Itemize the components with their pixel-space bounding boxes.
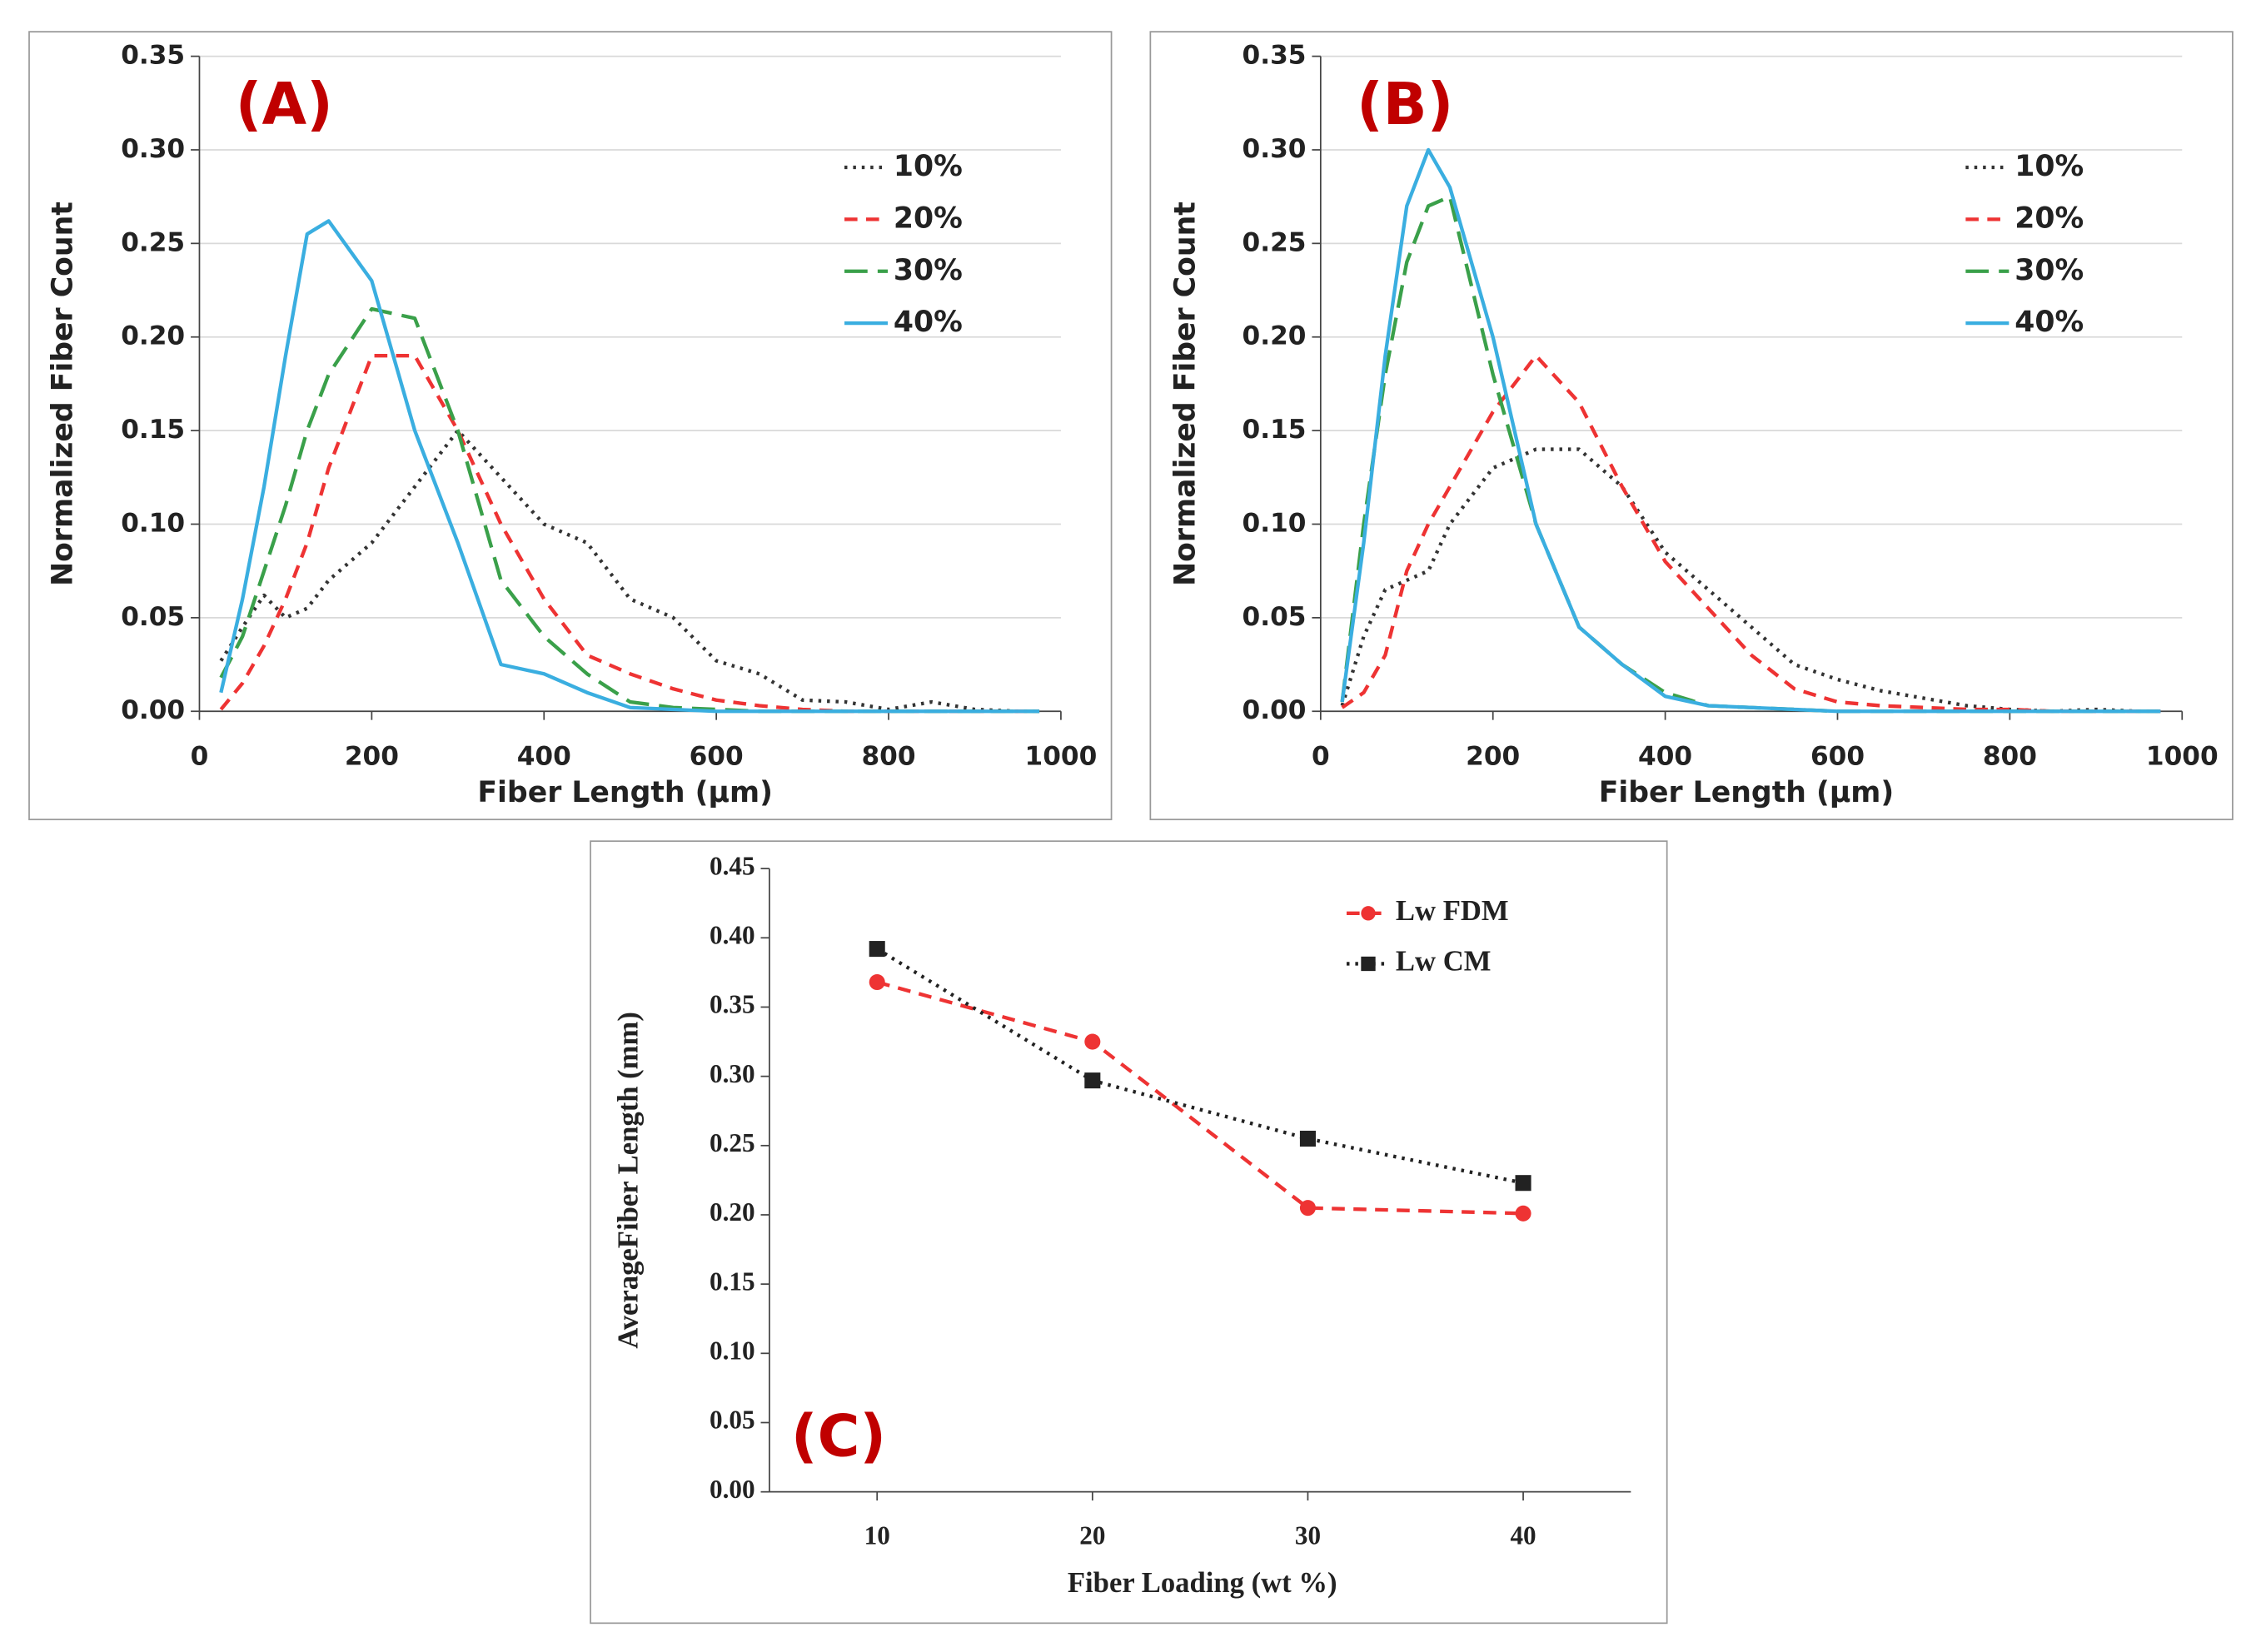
legend-marker xyxy=(1361,906,1376,921)
y-tick-label: 0.00 xyxy=(121,695,185,725)
x-tick-label: 1000 xyxy=(2146,742,2219,772)
x-tick-label: 800 xyxy=(1983,742,2037,772)
legend-label: 20% xyxy=(2014,202,2084,235)
legend-label: 30% xyxy=(894,254,963,287)
panel-label: (C) xyxy=(791,1403,886,1470)
series-line xyxy=(876,980,1524,1216)
legend-label: 10% xyxy=(894,150,963,183)
y-tick-label: 0.15 xyxy=(121,415,185,445)
y-tick-label: 0.35 xyxy=(121,41,185,71)
y-tick-label: 0.00 xyxy=(710,1475,755,1504)
y-tick-label: 0.10 xyxy=(121,508,185,538)
x-tick-label: 40 xyxy=(1510,1520,1536,1550)
point xyxy=(1299,1130,1316,1147)
x-tick-label: 400 xyxy=(1638,742,1692,772)
x-tick-label: 0 xyxy=(1312,742,1330,772)
chart-panel: 0.00 0.05 0.10 0.15 0.20 0.25 0.30 0.35 0.40 0.45… xyxy=(613,851,1631,1599)
panel-label: (B) xyxy=(1357,72,1453,138)
series-line xyxy=(1340,147,2161,714)
point xyxy=(1515,1205,1531,1222)
y-tick-label: 0.15 xyxy=(1243,415,1307,445)
legend-label: Lw FDM xyxy=(1396,895,1509,927)
chart-panel: 0.00 0.05 0.10 0.15 0.20 0.25 0.30 0.35 0 200 400 6… xyxy=(1169,41,2219,809)
y-tick-label: 0.05 xyxy=(121,602,185,632)
point xyxy=(1084,1072,1101,1089)
y-tick-label: 0.35 xyxy=(710,990,755,1019)
x-tick-label: 1000 xyxy=(1025,742,1098,772)
x-tick-label: 600 xyxy=(690,742,744,772)
y-axis-label: Normalized Fiber Count xyxy=(47,202,80,586)
x-axis-label: Fiber Length (μm) xyxy=(1599,776,1895,809)
x-tick-label: 10 xyxy=(864,1520,890,1550)
y-tick-label: 0.30 xyxy=(1243,134,1307,164)
panel-frame xyxy=(28,31,1113,821)
y-tick-label: 0.25 xyxy=(710,1128,755,1157)
x-axis-label: Fiber Length (μm) xyxy=(477,776,773,809)
legend-label: 30% xyxy=(2014,254,2084,287)
y-tick-label: 0.20 xyxy=(121,321,185,351)
legend-label: 40% xyxy=(894,306,963,339)
y-tick-label: 0.35 xyxy=(1243,41,1307,71)
point xyxy=(869,941,885,958)
legend-label: 10% xyxy=(2014,150,2084,183)
point xyxy=(1515,1175,1531,1192)
legend-marker xyxy=(1361,956,1376,972)
x-tick-label: 0 xyxy=(191,742,209,772)
y-tick-label: 0.45 xyxy=(710,851,755,880)
y-tick-label: 0.25 xyxy=(1243,227,1307,257)
x-tick-label: 20 xyxy=(1079,1520,1105,1550)
series-line xyxy=(219,219,1040,714)
y-tick-label: 0.15 xyxy=(710,1266,755,1296)
y-tick-label: 0.05 xyxy=(1243,602,1307,632)
legend-label: Lw CM xyxy=(1396,945,1492,977)
x-tick-label: 600 xyxy=(1810,742,1865,772)
legend-label: 40% xyxy=(2014,306,2084,339)
series-line xyxy=(1340,447,2161,714)
panel-frame xyxy=(590,840,1668,1625)
point xyxy=(1299,1200,1316,1217)
point xyxy=(1084,1033,1101,1050)
y-axis-label: AverageFiber Length (mm) xyxy=(613,1012,645,1349)
y-tick-label: 0.20 xyxy=(1243,321,1307,351)
series-line xyxy=(219,306,1040,714)
chart-panel: 0.00 0.05 0.10 0.15 0.20 0.25 0.30 0.35 0 200 400 6… xyxy=(47,41,1098,809)
y-tick-label: 0.20 xyxy=(710,1197,755,1227)
legend-label: 20% xyxy=(894,202,963,235)
point xyxy=(869,973,885,991)
panel-frame xyxy=(1149,31,2234,821)
series-line xyxy=(876,947,1524,1185)
panel-label: (A) xyxy=(236,72,333,138)
y-tick-label: 0.05 xyxy=(710,1406,755,1435)
y-tick-label: 0.30 xyxy=(710,1059,755,1088)
x-axis-label: Fiber Loading (wt %) xyxy=(1068,1567,1337,1599)
x-tick-label: 800 xyxy=(861,742,915,772)
x-tick-label: 200 xyxy=(345,742,399,772)
x-tick-label: 400 xyxy=(517,742,571,772)
y-tick-label: 0.25 xyxy=(121,227,185,257)
y-tick-label: 0.30 xyxy=(121,134,185,164)
x-tick-label: 30 xyxy=(1295,1520,1321,1550)
series-line xyxy=(219,428,1040,714)
y-axis-label: Normalized Fiber Count xyxy=(1169,202,1203,586)
y-tick-label: 0.00 xyxy=(1243,695,1307,725)
series-line xyxy=(219,354,1040,714)
y-tick-label: 0.10 xyxy=(1243,508,1307,538)
series-line xyxy=(1341,354,2161,714)
x-tick-label: 200 xyxy=(1466,742,1520,772)
y-tick-label: 0.10 xyxy=(710,1336,755,1365)
y-tick-label: 0.40 xyxy=(710,920,755,949)
